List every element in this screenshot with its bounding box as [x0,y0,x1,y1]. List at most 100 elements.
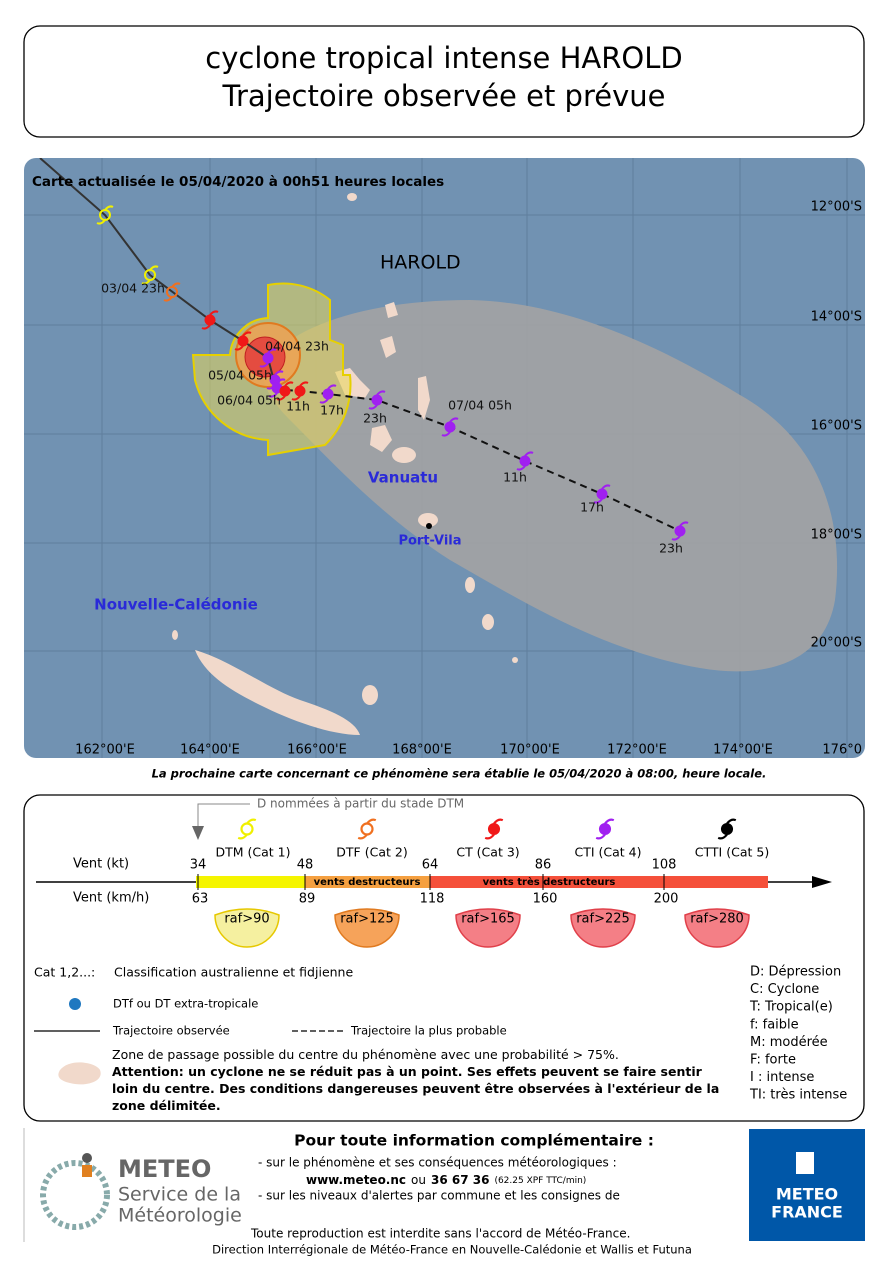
map: 12°00'S 14°00'S 16°00'S 18°00'S 20°00'S 162°0… [24,158,865,758]
lon-label: 174°00'E [713,743,773,758]
abbreviation: f: faible [750,1017,799,1032]
island [195,650,360,735]
website: www.meteo.nc [306,1173,406,1187]
gust-label: raf>165 [461,912,515,927]
abbreviation: T: Tropical(e) [749,1000,833,1015]
icon-arm [524,451,534,457]
icon-core [720,822,734,836]
classification-key: Cat 1,2...: [34,965,95,980]
place-label: Nouvelle-Calédonie [94,596,258,614]
logo-text: Météorologie [118,1205,242,1227]
icon-arm [284,381,294,387]
lon-label: 176°0 [822,743,862,758]
icon-arm [357,833,368,840]
logo-left: METEO Service de la Météorologie [23,1128,242,1242]
legend-item: Trajectoire observée [112,1024,230,1038]
lon-label: 168°00'E [392,743,452,758]
kmh-threshold: 63 [192,892,209,907]
icon-arm [484,833,495,840]
icon-arm [493,818,504,825]
icon-arm [366,818,377,825]
cyclone-icon [717,818,737,840]
icon-arm [726,818,737,825]
icon-arm [96,219,106,225]
zone-text-block: Zone de passage possible du centre du ph… [112,1047,719,1113]
logo-right-text: METEO [776,1185,838,1204]
icon-core [598,822,612,836]
track-label: 17h [580,500,604,515]
cyclone-icon [671,521,689,541]
gust-bubble [455,908,521,948]
kmh-threshold: 89 [299,892,316,907]
zone-text: Zone de passage possible du centre du ph… [112,1047,619,1062]
abbreviation: I : intense [750,1070,814,1085]
icon-arm [299,381,309,387]
icon-arm [291,395,301,401]
icon-arm [237,833,248,840]
island [380,336,396,358]
capital-marker [426,523,432,529]
icon-arm [601,484,611,490]
lon-label: 166°00'E [287,743,347,758]
cyclone-icon [237,818,257,840]
track-label: 07/04 05h [448,398,512,413]
title: cyclone tropical intense HAROLD [205,41,682,75]
logo-right [749,1129,865,1241]
track-label: 06/04 05h [217,393,281,408]
icon-arm [242,331,252,337]
abbreviation: D: Dépression [750,965,841,980]
track-label: 23h [363,411,387,426]
dt-symbol [69,998,81,1010]
abbreviation: TI: très intense [749,1088,847,1103]
subtitle: Trajectoire observée et prévue [222,79,666,113]
info-line: - sur le phénomène et ses conséquences m… [258,1156,617,1170]
kt-threshold: 64 [422,858,439,873]
icon-arm [376,390,386,396]
cyclone-icon [201,310,219,330]
logo-text: Service de la [118,1184,241,1206]
zone-symbol [58,1062,101,1085]
icon-core [204,314,216,326]
contact-line: www.meteo.nc ou 36 67 36 (62.25 XPF TTC/min… [306,1173,586,1187]
category-label: CT (Cat 3) [456,845,519,860]
icon-arm [319,398,329,404]
icon-arm [209,310,219,316]
cyclone-icon [234,331,252,351]
island [172,630,178,640]
track-label: 17h [320,403,344,418]
icon-arm [679,521,689,527]
place-label: Vanuatu [368,469,438,487]
icon-core [674,525,686,537]
phone-note: (62.25 XPF TTC/min) [494,1176,586,1186]
info-line: - sur les niveaux d'alertes par commune … [258,1189,620,1203]
icon-arm [441,431,451,437]
icon-arm [593,498,603,504]
cyclone-icon [441,417,459,437]
update-note: Carte actualisée le 05/04/2020 à 00h51 h… [32,174,444,190]
legend-item: Trajectoire la plus probable [350,1024,507,1038]
reproduction: Toute reproduction est interdite sans l'… [250,1227,630,1241]
category-label: CTI (Cat 4) [575,845,642,860]
gust-bubble [334,908,400,948]
kmh-threshold: 118 [420,892,445,907]
band-cat1 [196,876,305,888]
gust-bubble [684,908,750,948]
icon-arm [104,205,114,211]
classification-text: Classification australienne et fidjienne [114,965,353,980]
icon-arm [234,345,244,351]
icon-core [237,335,249,347]
icon-core [294,385,306,397]
island [347,193,357,201]
island [482,614,494,630]
gust-label: raf>280 [690,912,744,927]
kt-threshold: 108 [652,858,677,873]
icon-arm [276,378,286,384]
island [385,302,398,318]
icon-arm [149,265,159,271]
kt-threshold: 86 [535,858,552,873]
icon-core [371,394,383,406]
cyclone-icon [593,484,611,504]
cyclone-icon [368,390,386,410]
gust-label: raf>125 [340,912,394,927]
lat-label: 16°00'S [811,419,862,434]
